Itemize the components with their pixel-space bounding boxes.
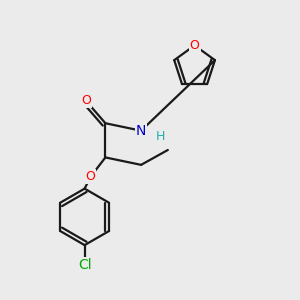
Text: H: H: [156, 130, 165, 143]
Text: O: O: [81, 94, 91, 107]
Text: O: O: [85, 170, 95, 183]
Text: N: N: [136, 124, 146, 138]
Text: O: O: [190, 39, 200, 52]
Text: Cl: Cl: [78, 258, 92, 272]
